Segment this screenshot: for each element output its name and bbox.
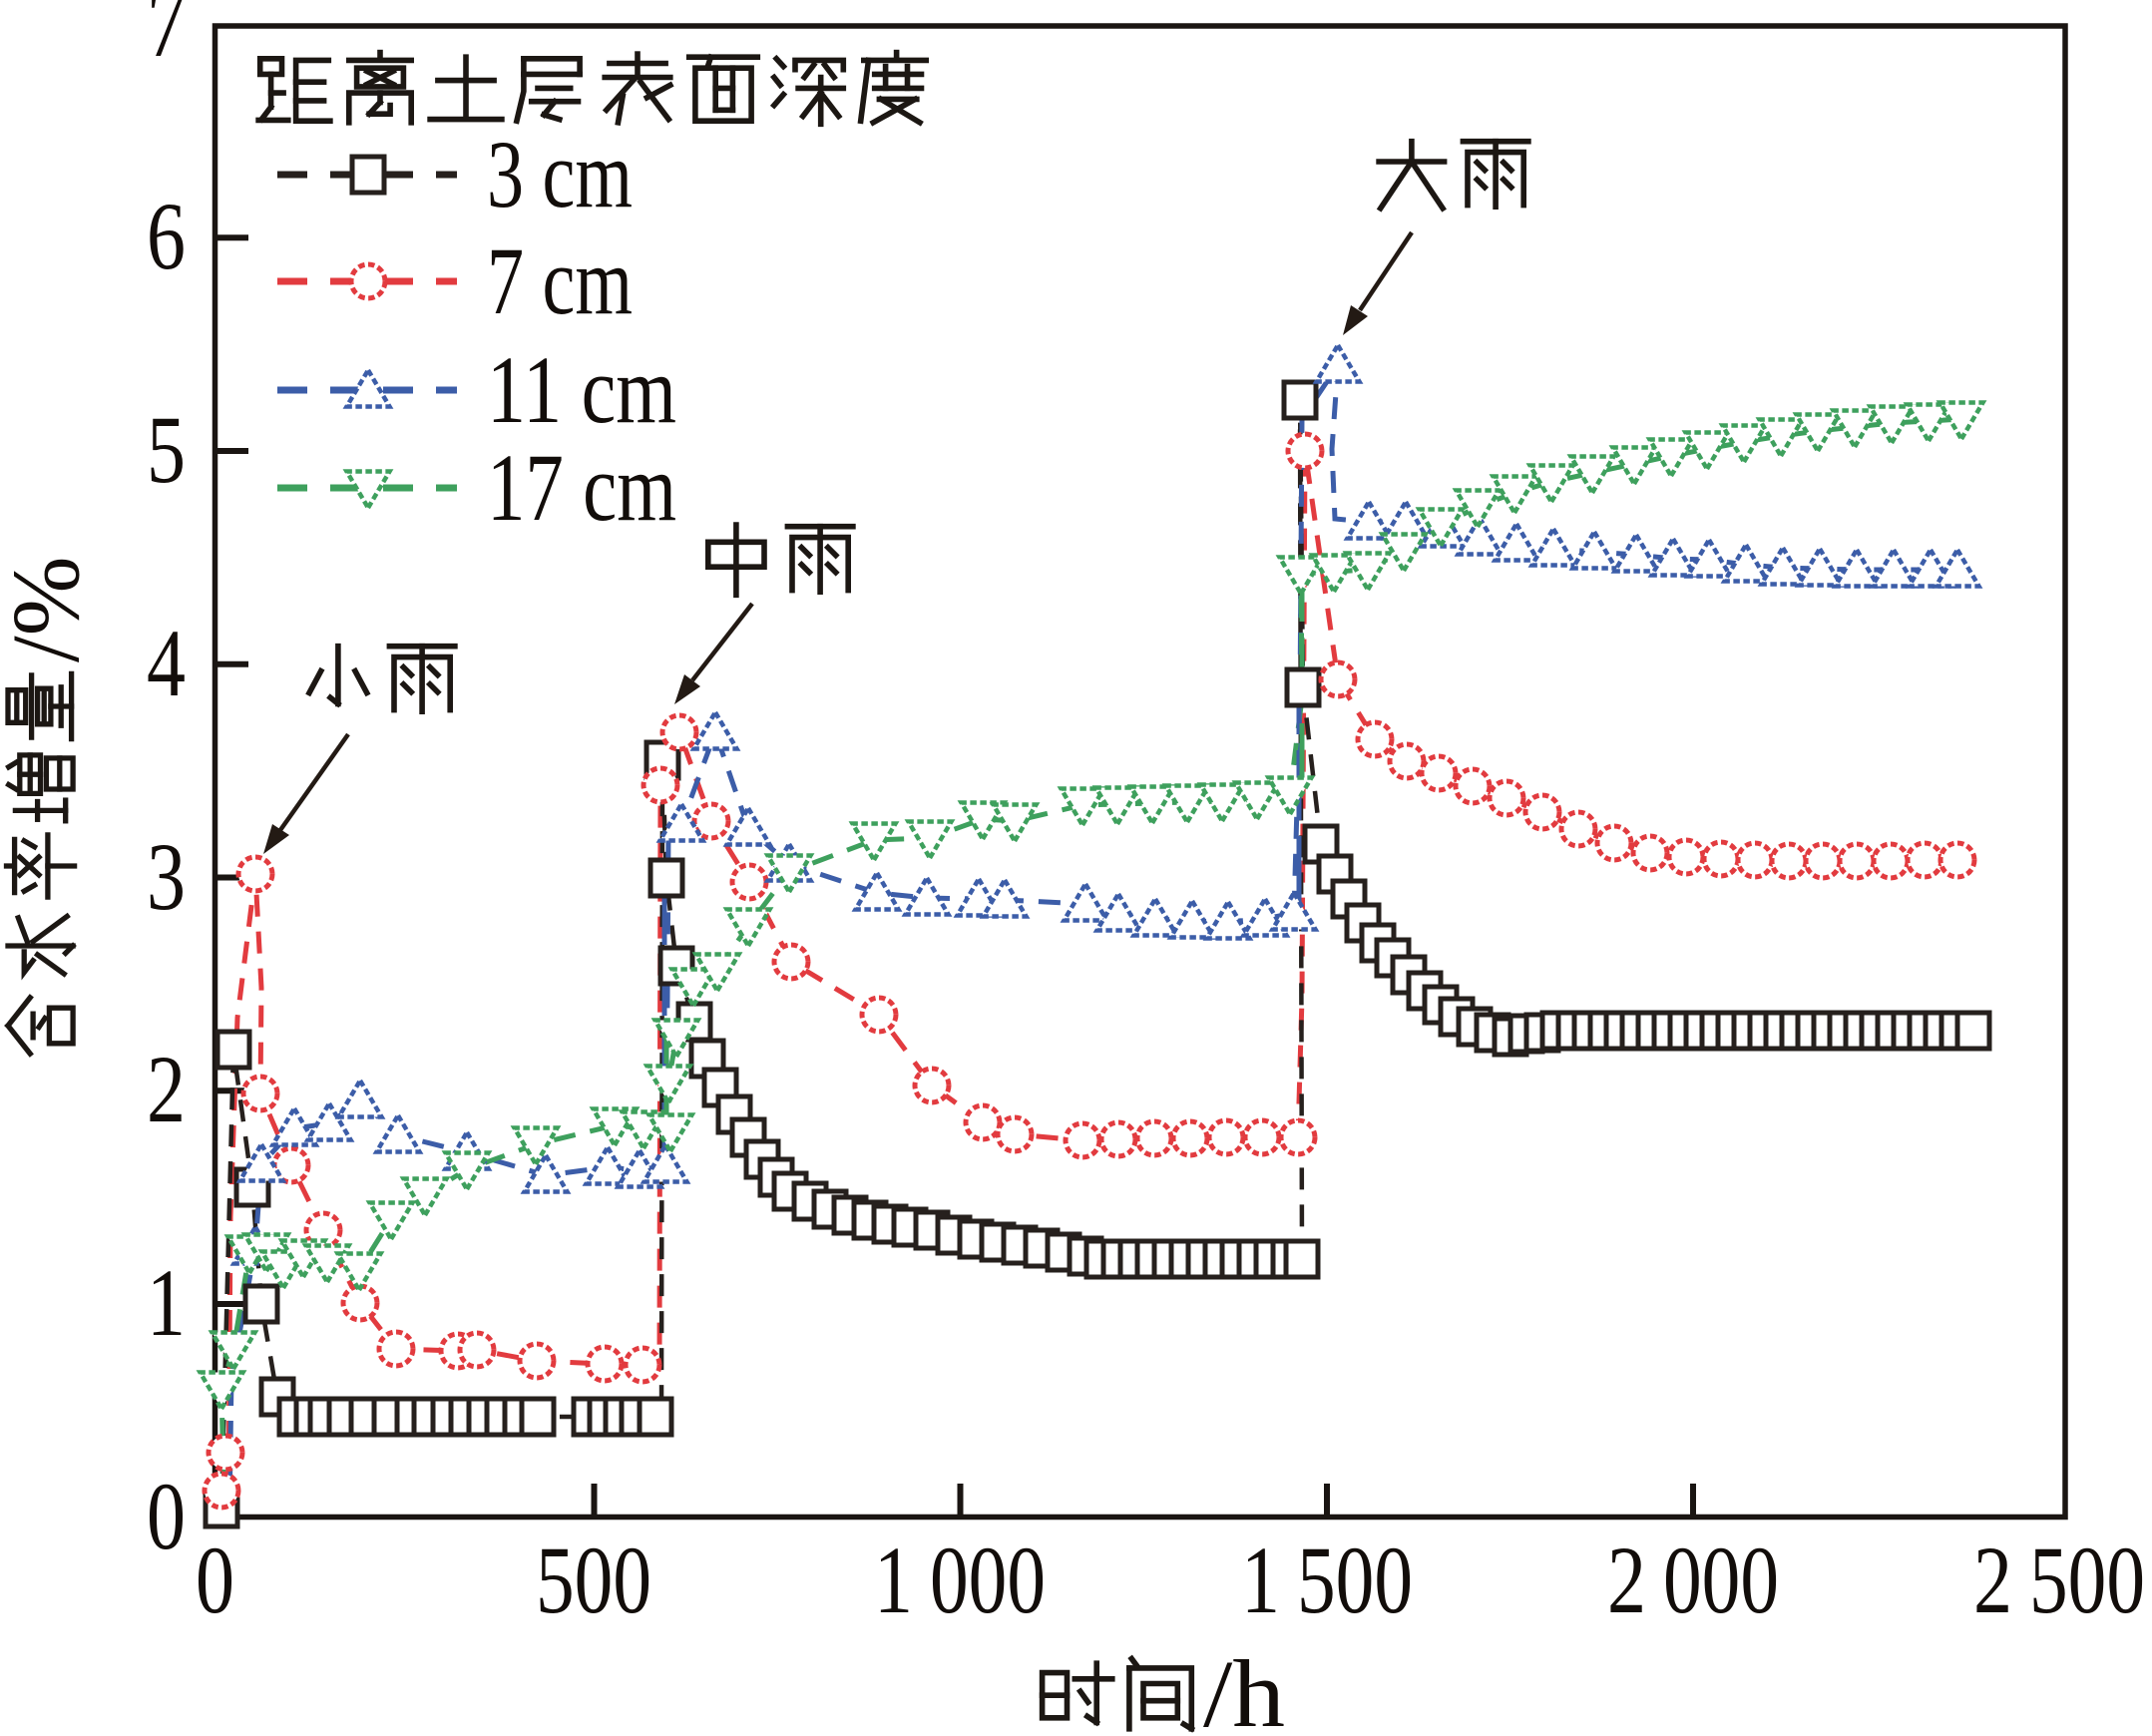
svg-text:1: 1	[874, 1526, 913, 1633]
svg-text:/%: /%	[0, 556, 99, 662]
svg-text:2: 2	[1607, 1526, 1646, 1633]
svg-text:6: 6	[147, 183, 186, 289]
svg-text:500: 500	[2029, 1526, 2145, 1633]
svg-text:2: 2	[147, 1036, 186, 1142]
svg-text:000: 000	[930, 1526, 1046, 1633]
svg-text:5: 5	[147, 396, 186, 503]
svg-text:1: 1	[147, 1249, 186, 1356]
svg-text:3 cm: 3 cm	[487, 121, 633, 227]
svg-text:2: 2	[1973, 1526, 2012, 1633]
svg-text:500: 500	[536, 1526, 651, 1633]
svg-text:3: 3	[147, 823, 186, 930]
svg-text:0: 0	[147, 1463, 186, 1569]
svg-text:17 cm: 17 cm	[487, 434, 676, 541]
svg-text:7 cm: 7 cm	[487, 227, 633, 334]
svg-text:000: 000	[1663, 1526, 1779, 1633]
svg-text:4: 4	[147, 610, 186, 716]
svg-text:0: 0	[196, 1526, 234, 1633]
svg-text:/h: /h	[1203, 1640, 1285, 1736]
svg-text:7: 7	[147, 0, 186, 77]
svg-text:11 cm: 11 cm	[487, 336, 676, 443]
svg-text:500: 500	[1297, 1526, 1413, 1633]
svg-text:1: 1	[1241, 1526, 1280, 1633]
